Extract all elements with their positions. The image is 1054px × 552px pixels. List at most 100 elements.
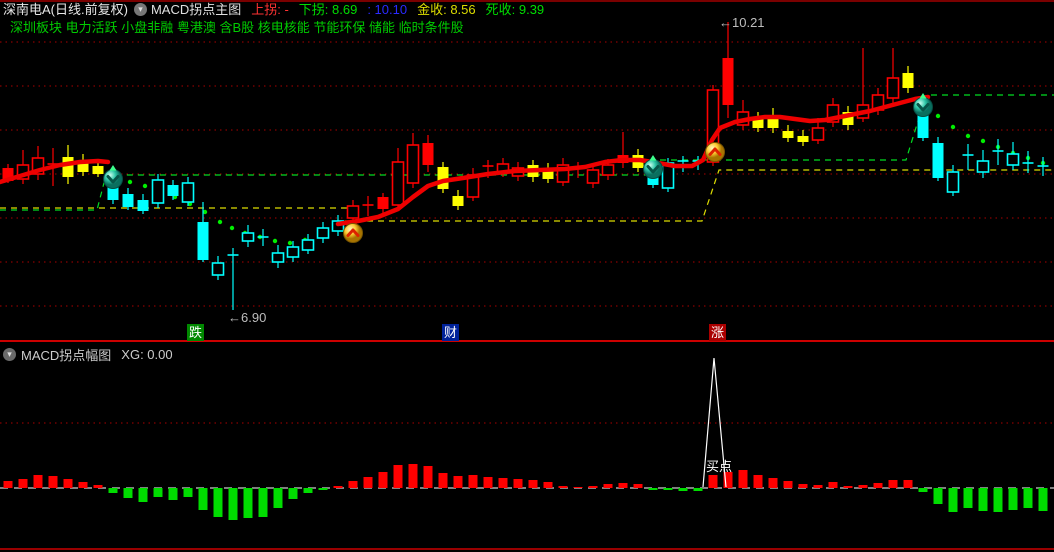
candle-body-hollow — [286, 246, 300, 258]
hist-bar — [168, 488, 178, 500]
hist-bar — [138, 488, 148, 502]
hist-bar — [408, 464, 418, 488]
hist-bar — [618, 483, 628, 488]
buy-spike — [702, 357, 727, 488]
buy-marker — [705, 142, 725, 162]
candle-body-hollow — [391, 161, 405, 206]
hist-bar — [513, 479, 523, 488]
yellow-guide-line — [345, 169, 1054, 222]
hist-bar — [528, 480, 538, 488]
hist-bar — [558, 486, 568, 488]
hist-bar — [93, 485, 103, 488]
candle-body — [137, 200, 149, 211]
candle-body — [767, 115, 779, 128]
trail-dot — [935, 113, 941, 119]
candle-body-hollow — [151, 179, 165, 204]
sub-chart-header: ▾ MACD拐点幅图 XG: 0.00 — [3, 345, 173, 364]
stat-item: : 10.10 — [367, 2, 408, 17]
chevron-down-icon[interactable]: ▾ — [3, 348, 16, 361]
hist-bar — [123, 488, 133, 498]
hist-bar — [918, 488, 928, 492]
hist-bar — [108, 488, 118, 493]
candle-body-hollow — [346, 205, 360, 219]
hist-bar — [693, 488, 703, 491]
hist-bar — [798, 484, 808, 488]
candle-body — [62, 157, 74, 177]
candle-body — [437, 167, 449, 189]
hist-bar — [288, 488, 298, 499]
hist-bar — [18, 479, 28, 488]
sector-tags-line: 深圳板块 电力活跃 小盘非融 粤港澳 含B股 核电核能 节能环保 储能 临时条件… — [10, 20, 464, 35]
hist-bar — [708, 475, 718, 488]
candle-body-hollow — [946, 171, 960, 193]
hist-bar — [3, 481, 13, 488]
hist-bar — [873, 483, 883, 488]
hist-bar — [303, 488, 313, 493]
trail-dot — [217, 219, 223, 225]
candle-body — [167, 185, 179, 196]
hist-bar — [813, 485, 823, 488]
hist-bar — [1023, 488, 1033, 508]
trail-dot — [980, 138, 986, 144]
candle-body-hollow — [301, 239, 315, 251]
candle-body — [197, 222, 209, 260]
hist-bar — [723, 472, 733, 488]
candle-body — [107, 184, 119, 200]
divider-label-fall: 跌 — [187, 324, 204, 341]
hist-bar — [498, 478, 508, 488]
candle-body — [377, 197, 389, 209]
hist-bar — [183, 488, 193, 497]
sell-marker — [913, 93, 933, 117]
candle-body-hollow — [241, 232, 255, 242]
candle-body-hollow — [211, 262, 225, 276]
candle-body — [917, 112, 929, 138]
main-chart-header: 深南电A(日线.前复权) ▾ MACD拐点主图 上拐: - 下拐: 8.69: 1… — [3, 2, 544, 17]
divider-label-wealth: 财 — [442, 324, 459, 341]
high-price-annotation: ←10.21 — [719, 15, 765, 30]
hist-bar — [633, 484, 643, 488]
candle-body — [452, 196, 464, 206]
low-price-annotation: ←6.90 — [228, 310, 267, 325]
hist-bar — [228, 488, 238, 520]
hist-bar — [243, 488, 253, 518]
hist-bar — [678, 488, 688, 491]
candle-body — [902, 73, 914, 88]
xg-value: XG: 0.00 — [121, 347, 173, 362]
hist-bar — [318, 488, 328, 490]
sub-indicator-title: MACD拐点幅图 — [21, 348, 112, 363]
candle-body — [722, 58, 734, 105]
trail-dot — [202, 209, 208, 215]
hist-bar — [753, 475, 763, 488]
candle-body-hollow — [976, 160, 990, 173]
candle-body-hollow — [271, 252, 285, 263]
hist-bar — [573, 487, 583, 488]
hist-bar — [888, 480, 898, 488]
hist-bar — [1008, 488, 1018, 510]
hist-bar — [63, 479, 73, 488]
sell-marker — [103, 165, 123, 189]
hist-bar — [903, 480, 913, 488]
candle-body — [752, 118, 764, 128]
candle-body-hollow — [826, 104, 840, 123]
buy-point-label: 买点 — [706, 459, 733, 474]
ma-line — [0, 158, 111, 185]
hist-bar — [963, 488, 973, 508]
symbol-name: 深南电A(日线.前复权) — [3, 2, 128, 17]
trail-dot — [272, 238, 278, 244]
hist-bar — [78, 482, 88, 488]
hist-bar — [483, 477, 493, 488]
hist-bar — [648, 488, 658, 490]
candle-body — [92, 166, 104, 174]
candle-body — [2, 168, 14, 181]
hist-bar — [738, 470, 748, 488]
candle-body — [542, 169, 554, 179]
chevron-down-icon[interactable]: ▾ — [133, 3, 147, 16]
hist-bar — [768, 478, 778, 488]
hist-bar — [948, 488, 958, 512]
trail-dot — [142, 183, 148, 189]
hist-bar — [843, 486, 853, 488]
hist-bar — [393, 465, 403, 488]
trail-dot — [127, 179, 133, 185]
candle-body — [782, 131, 794, 138]
